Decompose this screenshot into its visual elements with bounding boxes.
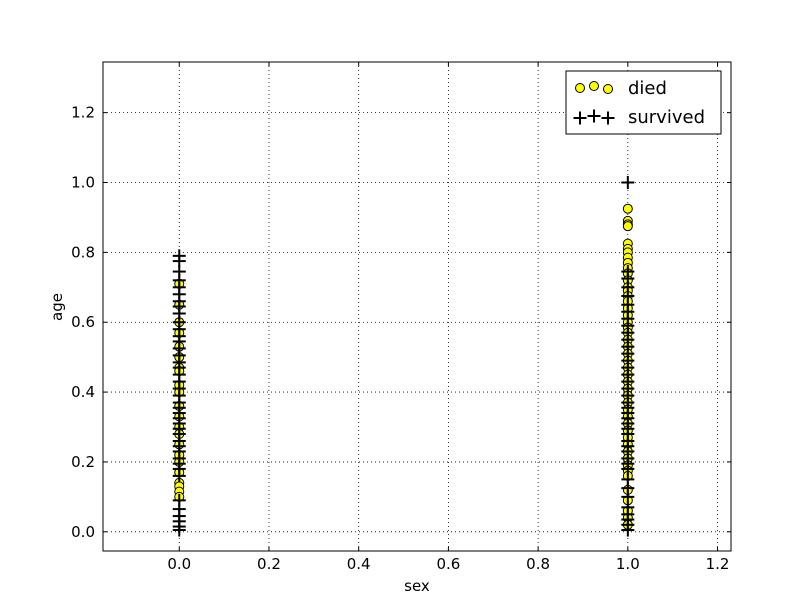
legend-marker-died	[603, 84, 613, 94]
point-died	[622, 203, 633, 214]
x-tick-label: 1.2	[706, 555, 730, 573]
x-tick-label: 1.0	[616, 555, 640, 573]
legend-markers	[573, 81, 615, 125]
x-axis-label: sex	[404, 577, 430, 595]
legend-marker-survived	[601, 111, 615, 125]
legend-marker-survived	[573, 111, 587, 125]
x-tick-label: 0.2	[257, 555, 281, 573]
legend-marker-survived	[587, 109, 601, 123]
data-points	[172, 176, 635, 537]
point-survived	[172, 523, 186, 537]
point-survived	[621, 176, 635, 190]
point-survived	[621, 523, 635, 537]
x-tick-label: 0.8	[526, 555, 550, 573]
legend-marker-died	[575, 83, 585, 93]
legend-label-died: died	[628, 78, 667, 99]
legend-label-survived: survived	[628, 107, 705, 128]
plot-frame	[102, 61, 732, 552]
y-axis-label: age	[48, 293, 66, 321]
x-tick-label: 0.6	[436, 555, 460, 573]
legend: died survived	[565, 70, 722, 135]
point-survived	[172, 469, 186, 483]
y-tick-label: 1.2	[71, 104, 95, 122]
point-died	[622, 221, 633, 232]
y-tick-label: 0.4	[71, 383, 95, 401]
y-tick-label: 1.0	[71, 174, 95, 192]
y-tick-label: 0.8	[71, 243, 95, 261]
x-tick-label: 0.0	[167, 555, 191, 573]
x-tick-label: 0.4	[347, 555, 371, 573]
legend-marker-died	[589, 81, 599, 91]
y-tick-label: 0.6	[71, 313, 95, 331]
axis-ticks: 0.0 0.2 0.4 0.6 0.8 1.0 1.2 0.0 0.2 0.4 0.6 0.8 1.0 1…	[71, 62, 731, 573]
y-tick-label: 0.2	[71, 453, 95, 471]
y-tick-label: 0.0	[71, 523, 95, 541]
